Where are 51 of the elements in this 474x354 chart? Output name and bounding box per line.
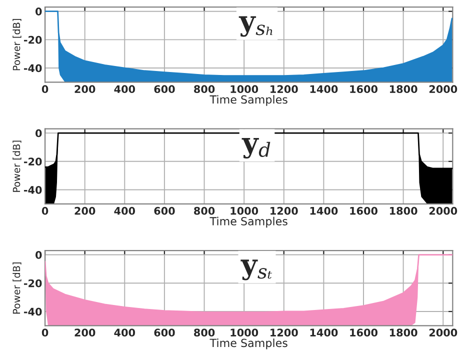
y-tick-label: -20 — [24, 36, 42, 44]
x-tick-label: 1800 — [390, 206, 418, 215]
x-tick-label: 1600 — [350, 328, 378, 337]
annotation: y$_{sₕ}$ — [238, 16, 272, 37]
x-tick-label: 1400 — [310, 206, 338, 215]
x-tick-label: 1200 — [270, 206, 298, 215]
y-tick-label: 0 — [36, 129, 42, 138]
y-tick-label: -40 — [24, 186, 42, 194]
x-axis-title: Time Samples — [210, 338, 288, 350]
x-tick-label: 600 — [154, 206, 175, 215]
y-tick-label: 0 — [36, 251, 42, 259]
x-tick-label: 600 — [154, 85, 175, 94]
x-tick-label: 1000 — [230, 206, 258, 215]
x-tick-label: 2000 — [429, 328, 458, 337]
x-tick-label: 200 — [74, 206, 96, 215]
x-tick-label: 800 — [194, 206, 215, 215]
x-tick-label: 800 — [194, 328, 215, 337]
x-tick-label: 1400 — [310, 328, 338, 337]
x-tick-label: 0 — [42, 206, 48, 215]
x-tick-label: 200 — [74, 328, 96, 337]
x-tick-label: 1400 — [310, 85, 338, 94]
x-tick-label: 1800 — [390, 328, 418, 337]
x-axis-title: Time Samples — [210, 95, 288, 106]
y-tick-label: -40 — [24, 308, 42, 316]
x-tick-label: 200 — [74, 85, 96, 94]
x-tick-label: 0 — [42, 328, 48, 337]
x-tick-label: 1000 — [230, 85, 258, 94]
y-axis-title: Power [dB] — [12, 19, 22, 70]
annotation: y$_{d}$ — [242, 138, 270, 159]
y-axis-title: Power [dB] — [12, 140, 22, 192]
x-tick-label: 1200 — [270, 328, 298, 337]
y-axis-title: Power [dB] — [12, 262, 22, 314]
x-tick-label: 1600 — [350, 206, 378, 215]
x-tick-label: 0 — [42, 85, 48, 94]
annotation: y$_{sₜ}$ — [240, 260, 272, 280]
x-tick-label: 2000 — [429, 85, 458, 94]
y-tick-label: 0 — [36, 8, 42, 16]
x-tick-label: 400 — [114, 85, 136, 94]
x-tick-label: 1600 — [350, 85, 378, 94]
x-tick-label: 1000 — [230, 328, 258, 337]
x-tick-label: 400 — [114, 328, 136, 337]
x-axis-title: Time Samples — [210, 216, 288, 228]
x-tick-label: 2000 — [429, 206, 458, 215]
x-tick-label: 800 — [194, 85, 215, 94]
x-tick-label: 400 — [114, 206, 136, 215]
y-tick-label: -20 — [24, 279, 42, 288]
x-tick-label: 600 — [154, 328, 175, 337]
y-tick-label: -20 — [24, 158, 42, 166]
x-tick-label: 1800 — [390, 85, 418, 94]
x-tick-label: 1200 — [270, 85, 298, 94]
y-tick-label: -40 — [24, 64, 42, 72]
